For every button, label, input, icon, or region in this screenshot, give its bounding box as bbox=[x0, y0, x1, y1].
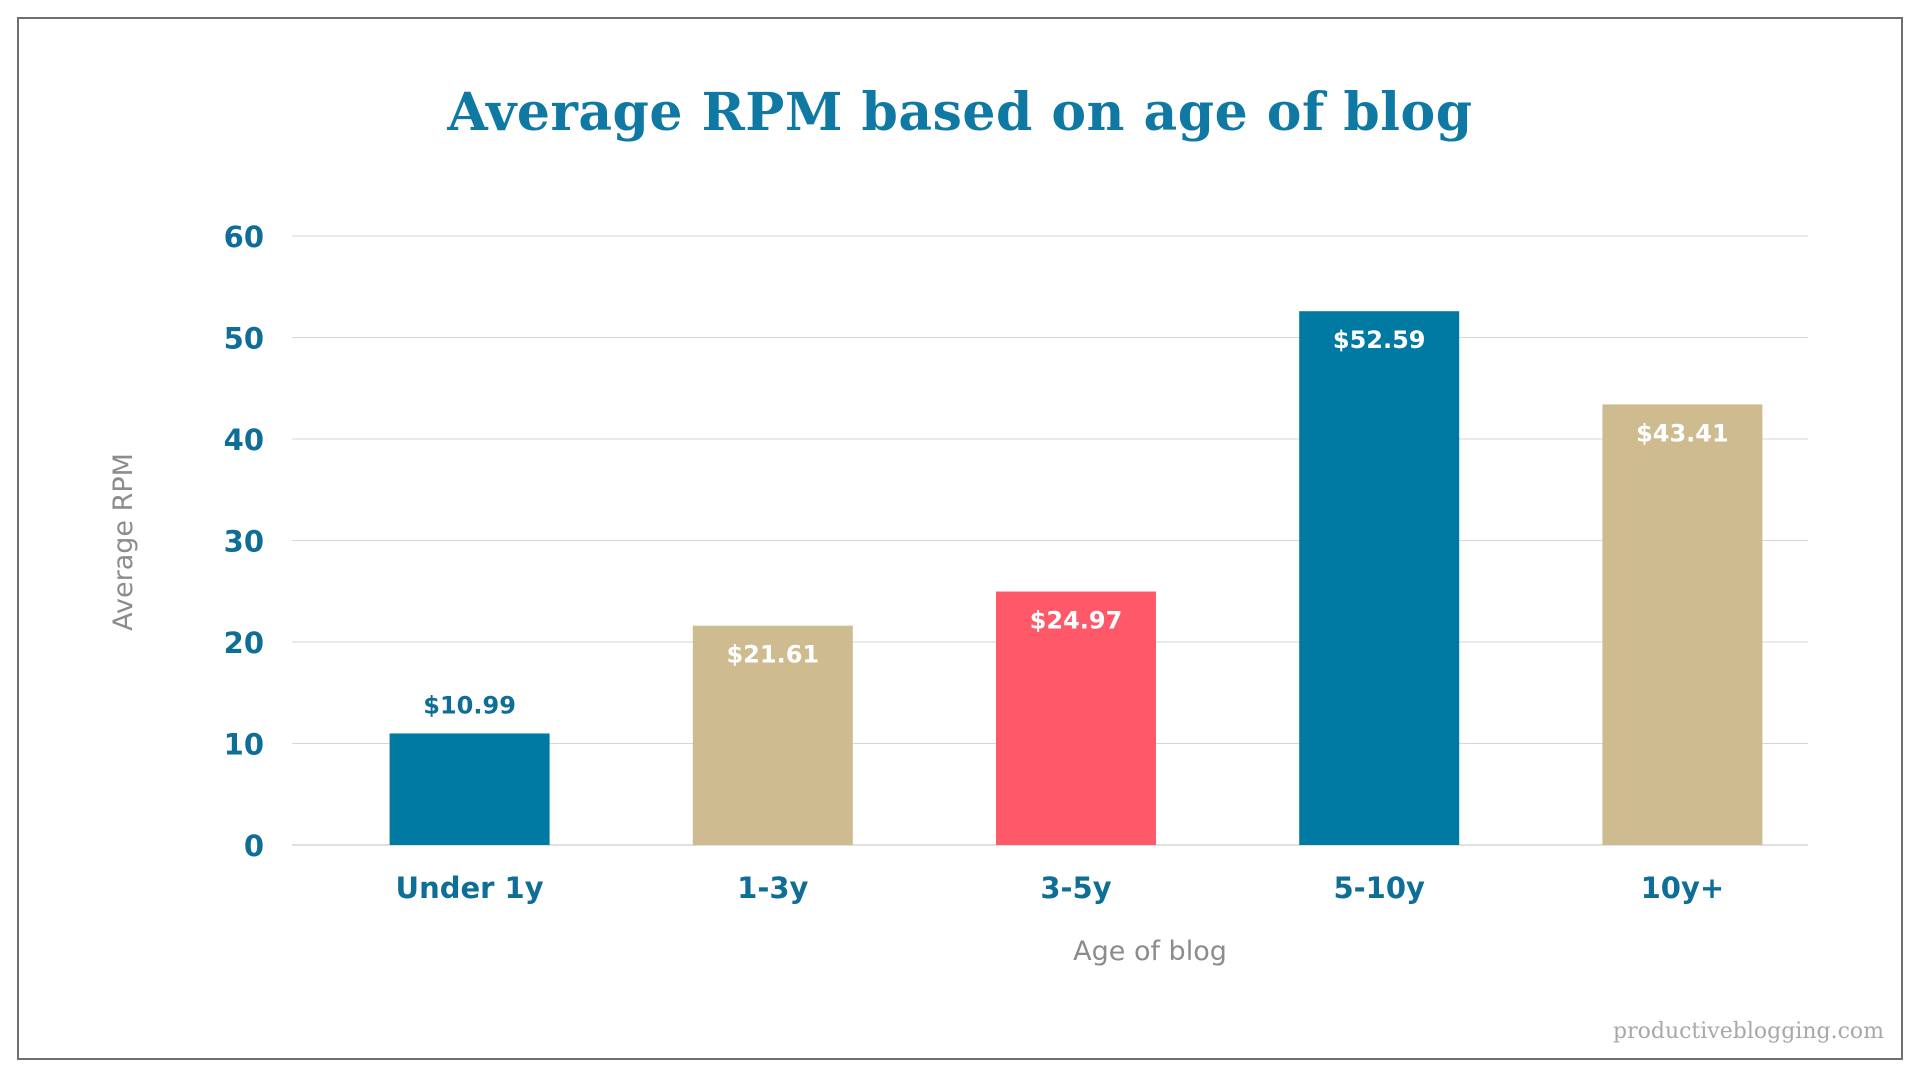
chart-title: Average RPM based on age of blog bbox=[447, 82, 1473, 143]
bar-1-3y bbox=[692, 625, 853, 845]
x-tick-label: 5-10y bbox=[1333, 871, 1425, 905]
chart-frame bbox=[17, 17, 1903, 1060]
data-label: $10.99 bbox=[423, 691, 516, 719]
bar-under-1y bbox=[389, 733, 550, 845]
y-tick-label: 30 bbox=[224, 525, 264, 559]
x-tick-label: 1-3y bbox=[737, 871, 808, 905]
y-tick-label: 40 bbox=[224, 423, 264, 457]
x-tick-label: 3-5y bbox=[1040, 871, 1111, 905]
y-axis-title: Average RPM bbox=[108, 453, 139, 631]
data-label: $43.41 bbox=[1636, 419, 1729, 447]
bar-5-10y bbox=[1299, 311, 1460, 845]
x-tick-label: Under 1y bbox=[396, 871, 544, 905]
bar-10y- bbox=[1602, 404, 1763, 845]
data-label: $24.97 bbox=[1030, 607, 1123, 635]
data-label: $52.59 bbox=[1333, 326, 1426, 354]
data-label: $21.61 bbox=[726, 641, 819, 669]
y-tick-label: 50 bbox=[224, 322, 264, 356]
bar-3-5y bbox=[996, 591, 1156, 845]
y-tick-label: 20 bbox=[224, 626, 264, 660]
x-tick-label: 10y+ bbox=[1641, 871, 1725, 905]
y-tick-label: 10 bbox=[224, 728, 264, 762]
x-axis-title: Age of blog bbox=[1073, 936, 1227, 967]
y-tick-label: 60 bbox=[224, 220, 264, 254]
y-tick-label: 0 bbox=[244, 829, 264, 863]
watermark: productiveblogging.com bbox=[1613, 1019, 1884, 1044]
